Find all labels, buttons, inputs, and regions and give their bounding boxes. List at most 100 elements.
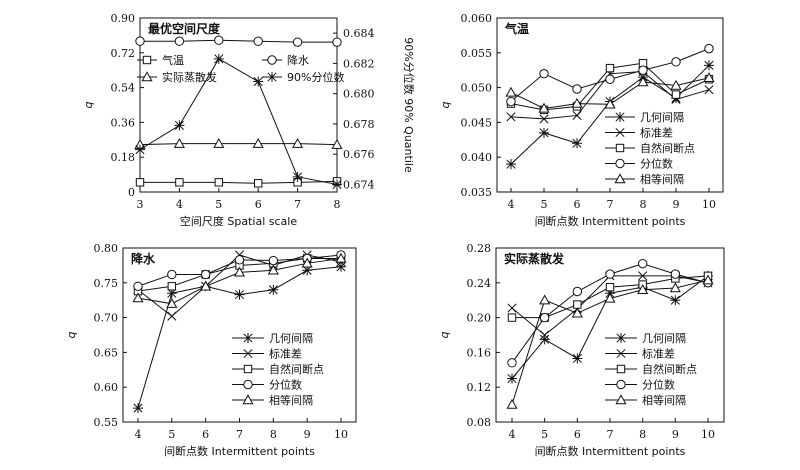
p4-series-0-point — [670, 295, 681, 306]
p2-series-0-point — [572, 138, 582, 149]
p1-legend-3-marker — [267, 72, 277, 82]
p1-series-1-point — [332, 37, 342, 47]
p1-legend-2-label: 实际蒸散发 — [162, 70, 217, 84]
p1-x-tick-label: 6 — [255, 198, 262, 211]
p3-y-tick-label: 0.75 — [94, 277, 119, 290]
p4-legend-1-label: 标准差 — [642, 347, 675, 361]
p1-series-1-point — [214, 35, 224, 45]
p4-y-axis-label: q — [438, 331, 451, 338]
p4-series-4-point — [669, 282, 681, 293]
p1-series-2-point — [331, 138, 343, 149]
p2-series-3-point — [572, 84, 582, 94]
p2-series-4-point — [670, 79, 682, 90]
p2-series-0-point — [704, 60, 714, 71]
p1-series-1-point — [135, 36, 145, 46]
p2-legend-4-label: 相等间隔 — [640, 172, 684, 186]
p3-series-3-point — [167, 269, 177, 280]
p3-x-tick-label: 10 — [334, 428, 348, 441]
p1-y-axis-label: q — [82, 101, 95, 108]
p3-legend-2-marker — [243, 364, 253, 374]
p4-legend-2-marker — [616, 364, 626, 374]
p4-series-1-point — [540, 330, 550, 340]
p4-y-tick-label: 0.20 — [467, 312, 492, 325]
p1-y2-tick-label: 0.684 — [343, 27, 375, 40]
p1-series-3-point — [292, 171, 303, 182]
p3-legend-1-marker — [243, 348, 253, 359]
p2-x-tick-label: 6 — [574, 198, 581, 211]
p1-x-tick-label: 3 — [137, 198, 144, 211]
p3-legend-4-marker — [242, 394, 254, 405]
p3-series-3-point — [133, 281, 143, 291]
p4-y-tick-label: 0.12 — [467, 381, 492, 394]
p2-series-4-point — [703, 72, 715, 83]
p3-legend-1-label: 标准差 — [269, 347, 302, 361]
p1-series-3-point — [174, 120, 185, 131]
p1-y2-tick-label: 0.678 — [343, 118, 375, 131]
p1-series-3-line — [139, 58, 338, 185]
p2-series-2-point — [671, 90, 681, 99]
p1-series-2-point — [252, 137, 264, 148]
p1-plot-frame — [139, 17, 338, 193]
p2-y-axis-label: q — [439, 101, 452, 108]
p3-y-tick-label: 0.55 — [94, 416, 119, 429]
p3-x-tick-label: 6 — [202, 428, 209, 441]
p2-series-2-point — [605, 63, 615, 73]
p2-series-3-point — [671, 57, 681, 67]
p2-series-1-point — [572, 110, 582, 120]
p2-legend-2-marker — [615, 143, 625, 153]
p3-x-tick-label: 7 — [236, 428, 243, 441]
p1-x-tick-label: 5 — [215, 198, 222, 211]
p2-series-1-point — [506, 112, 516, 122]
p4-y-tick-label: 0.08 — [467, 416, 492, 429]
p2-series-0-point — [539, 127, 549, 138]
p4-legend-4-label: 相等间隔 — [642, 393, 686, 407]
p2-y-tick-label: 0.040 — [461, 151, 493, 164]
p3-series-4-point — [200, 280, 212, 291]
p3-series-3-point — [234, 255, 245, 265]
p2-series-4-point — [538, 102, 550, 113]
p1-x-tick-label: 8 — [334, 198, 341, 211]
p1-x-tick-label: 4 — [176, 198, 183, 211]
p2-y-tick-label: 0.050 — [461, 82, 493, 95]
p3-series-4-point — [335, 252, 347, 263]
p2-y-tick-label: 0.045 — [461, 116, 493, 129]
p4-series-4-point — [637, 284, 649, 294]
p2-series-1-point — [704, 85, 714, 95]
p4-x-tick-label: 9 — [672, 428, 679, 441]
p3-series-0-point — [336, 261, 346, 272]
p1-series-1-point — [292, 37, 303, 47]
p3-y-tick-label: 0.60 — [94, 381, 119, 394]
p4-series-4-point — [604, 292, 616, 303]
p1-y2-tick-label: 0.674 — [343, 178, 375, 191]
p3-series-3-point — [268, 255, 279, 266]
p4-series-3-point — [507, 358, 517, 368]
p3-series-0-point — [166, 288, 177, 299]
p4-series-0-point — [539, 334, 550, 345]
p2-series-1-point — [539, 114, 549, 124]
p1-y-tick-label: 0.72 — [111, 47, 136, 60]
p1-series-1-point — [253, 36, 263, 46]
p4-series-3-point — [670, 269, 681, 279]
p1-series-1-line — [140, 39, 337, 43]
p1-series-0-point — [254, 179, 263, 188]
p3-legend-0-label: 几何间隔 — [269, 332, 313, 345]
p3-legend-2-label: 自然间断点 — [269, 362, 324, 376]
p1-series-3-point — [332, 179, 342, 190]
p4-panel-title: 实际蒸散发 — [504, 251, 565, 266]
p3-legend-0-marker — [243, 333, 253, 343]
p3-series-0-point — [234, 289, 245, 300]
p4-series-4-point — [571, 307, 583, 318]
p3-series-3-point — [200, 269, 211, 280]
p4-x-tick-label: 4 — [509, 428, 516, 441]
p1-y-tick-label: 0 — [128, 186, 135, 199]
p2-legend-1-marker — [615, 127, 625, 138]
p2-y-tick-label: 0.035 — [461, 186, 493, 199]
p2-x-tick-label: 8 — [640, 198, 647, 211]
p3-x-tick-label: 4 — [135, 428, 142, 441]
p4-x-tick-label: 5 — [541, 428, 548, 441]
p1-x-tick-label: 7 — [294, 198, 301, 211]
p2-series-3-point — [605, 74, 615, 84]
p3-y-tick-label: 0.65 — [94, 346, 119, 359]
